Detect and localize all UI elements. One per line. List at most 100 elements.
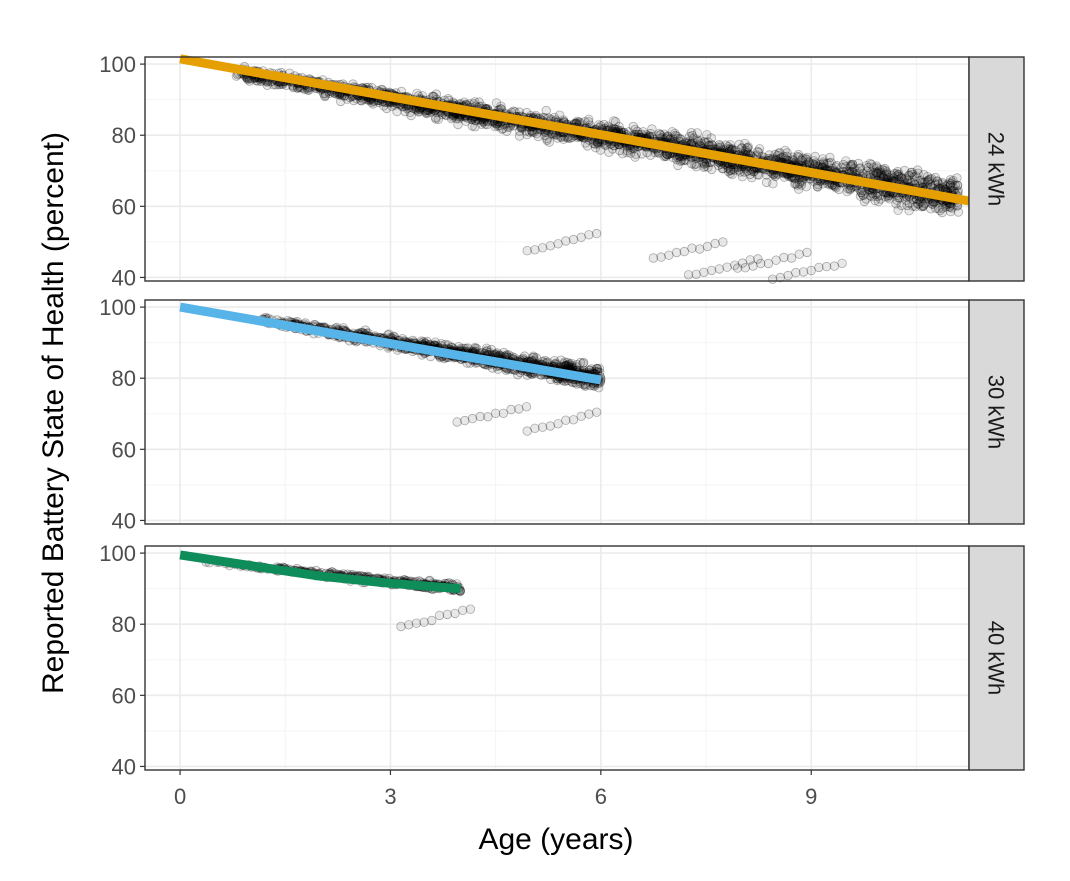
- data-point: [876, 169, 886, 179]
- data-point: [356, 95, 366, 106]
- data-point: [855, 163, 865, 173]
- data-point: [603, 121, 613, 131]
- facet-strip-label: 24 kWh: [984, 132, 1009, 207]
- data-point: [470, 122, 480, 132]
- data-point-outlier: [722, 262, 732, 272]
- data-point: [696, 138, 707, 149]
- y-tick-label: 80: [112, 123, 136, 148]
- data-point: [937, 177, 948, 188]
- data-point: [911, 171, 921, 181]
- data-point: [646, 128, 656, 139]
- data-point: [871, 189, 881, 200]
- data-point: [826, 157, 836, 168]
- data-point: [899, 165, 910, 176]
- data-point: [952, 180, 963, 191]
- data-point: [907, 169, 918, 180]
- data-point: [842, 186, 852, 197]
- data-point: [542, 133, 552, 144]
- data-point: [680, 154, 690, 165]
- data-point: [918, 201, 929, 212]
- data-point: [810, 158, 821, 168]
- data-point: [931, 203, 941, 213]
- data-point-outlier: [802, 247, 812, 258]
- data-point: [622, 147, 632, 158]
- data-point: [594, 120, 604, 130]
- data-point: [829, 181, 840, 191]
- data-point: [422, 108, 432, 119]
- data-point: [580, 138, 591, 148]
- data-point: [923, 177, 933, 188]
- data-point: [865, 191, 876, 201]
- data-point: [752, 169, 763, 180]
- data-point: [920, 198, 930, 209]
- data-point: [514, 126, 525, 136]
- data-point: [743, 142, 754, 152]
- data-point: [867, 191, 877, 202]
- data-point-outlier: [411, 618, 422, 628]
- data-point: [542, 135, 552, 146]
- y-tick-label: 40: [112, 754, 136, 779]
- data-point: [847, 159, 858, 170]
- data-point-outlier: [553, 419, 563, 429]
- y-tick-label: 100: [99, 295, 136, 320]
- data-point-outlier: [465, 604, 476, 614]
- data-point: [946, 179, 956, 189]
- data-point-outlier: [748, 261, 758, 271]
- data-point: [630, 124, 640, 135]
- data-point-outlier: [679, 246, 690, 257]
- data-point: [522, 129, 532, 140]
- data-point: [490, 121, 500, 132]
- data-point: [945, 180, 956, 190]
- data-point: [742, 143, 752, 153]
- data-point: [761, 177, 772, 188]
- data-point: [918, 200, 928, 211]
- data-point: [687, 130, 698, 141]
- data-point: [773, 150, 783, 161]
- data-point-outlier: [779, 252, 789, 263]
- data-point: [845, 183, 856, 194]
- data-point: [594, 363, 605, 374]
- data-point-outlier: [591, 228, 602, 239]
- data-point: [824, 158, 834, 168]
- data-point: [675, 156, 686, 166]
- data-point-outlier: [794, 249, 805, 259]
- data-point: [670, 130, 680, 141]
- data-point-outlier: [671, 247, 682, 258]
- data-point: [937, 207, 947, 218]
- data-point: [889, 168, 900, 179]
- data-point-outlier: [537, 422, 548, 432]
- data-point: [701, 158, 712, 168]
- data-point: [676, 134, 686, 145]
- data-point: [638, 127, 648, 137]
- data-point-outlier: [718, 237, 728, 247]
- data-point-outlier: [798, 267, 809, 277]
- data-point-outlier: [452, 417, 462, 427]
- data-point: [945, 201, 955, 212]
- y-tick-label: 60: [112, 683, 136, 708]
- data-point-outlier: [460, 415, 470, 426]
- data-point-outlier: [568, 415, 579, 425]
- data-point: [824, 179, 835, 190]
- y-tick-label: 40: [112, 265, 136, 290]
- data-point: [670, 128, 680, 139]
- data-point-outlier: [490, 408, 501, 419]
- data-point: [614, 145, 625, 156]
- data-point: [470, 97, 480, 107]
- data-point-outlier: [545, 241, 556, 251]
- data-point: [944, 178, 954, 188]
- data-point: [902, 174, 912, 184]
- data-point: [797, 175, 807, 185]
- data-point: [467, 121, 478, 131]
- data-point: [637, 149, 647, 159]
- data-point: [788, 155, 798, 166]
- data-point-outlier: [695, 244, 705, 254]
- data-point-outlier: [656, 252, 666, 262]
- data-point-outlier: [714, 264, 725, 274]
- data-point: [858, 190, 869, 201]
- data-point: [533, 131, 543, 142]
- data-point-outlier: [687, 243, 697, 253]
- data-point: [739, 167, 750, 177]
- data-point: [891, 168, 902, 179]
- data-point: [920, 177, 930, 187]
